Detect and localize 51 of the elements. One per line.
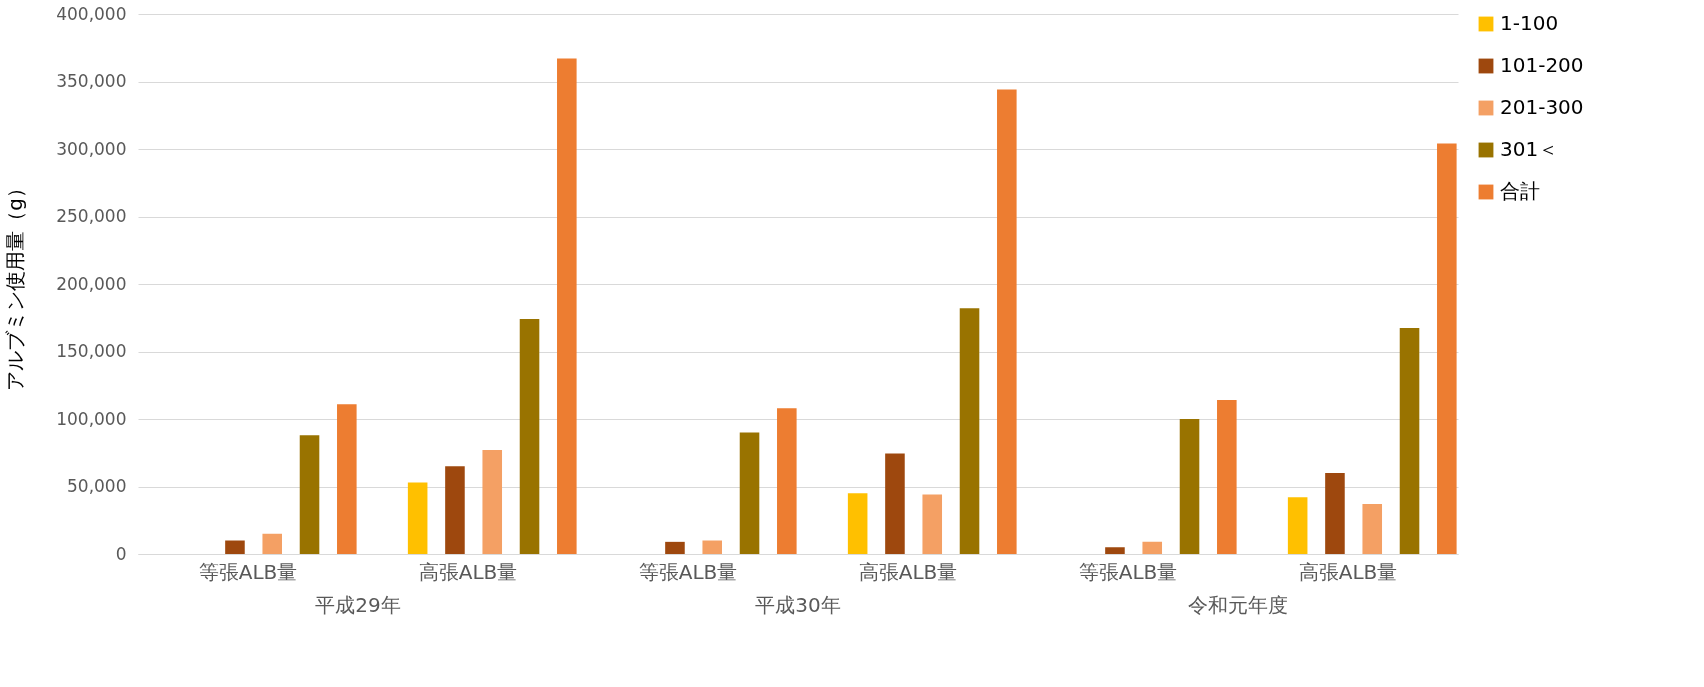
bar bbox=[299, 435, 320, 554]
bar bbox=[777, 408, 797, 554]
bar bbox=[739, 432, 760, 554]
legend-label: 合計 bbox=[1500, 179, 1540, 203]
y-tick-label: 150,000 bbox=[56, 341, 127, 361]
y-tick-label: 0 bbox=[115, 543, 127, 564]
y-axis-title: アルブミン使用量（g） bbox=[3, 178, 28, 391]
bar bbox=[1179, 419, 1200, 554]
x-tick-label: 等張ALB量 bbox=[198, 559, 298, 584]
bar bbox=[1105, 547, 1125, 554]
legend-label: 201-300 bbox=[1500, 95, 1584, 119]
y-tick-label: 200,000 bbox=[56, 273, 127, 294]
y-tick-label: 50,000 bbox=[67, 476, 127, 496]
bar bbox=[1142, 541, 1163, 554]
bar bbox=[847, 493, 868, 554]
legend-label: 301＜ bbox=[1500, 137, 1559, 161]
bar bbox=[407, 482, 428, 554]
y-tick-label: 400,000 bbox=[56, 3, 127, 24]
x-tick-label: 高張ALB量 bbox=[1298, 559, 1398, 584]
bar bbox=[1287, 497, 1308, 554]
y-tick-label: 250,000 bbox=[56, 206, 127, 226]
y-tick-label: 300,000 bbox=[56, 138, 127, 159]
bar bbox=[225, 540, 245, 554]
bar bbox=[997, 89, 1017, 554]
bar bbox=[1437, 143, 1457, 554]
bar bbox=[557, 58, 577, 554]
bar bbox=[482, 450, 503, 554]
bar bbox=[885, 453, 905, 554]
bar bbox=[959, 308, 980, 554]
bar bbox=[262, 533, 283, 554]
bar bbox=[1362, 504, 1383, 554]
bar bbox=[1399, 327, 1420, 554]
text: 平成29年 bbox=[315, 593, 401, 617]
x-tick-label: 高張ALB量 bbox=[858, 559, 958, 584]
x-tick-label: 等張ALB量 bbox=[1078, 559, 1178, 584]
bar bbox=[445, 466, 465, 554]
legend-label: 1-100 bbox=[1500, 11, 1559, 35]
text: 令和元年度 bbox=[1188, 593, 1288, 617]
bar bbox=[337, 404, 357, 554]
y-tick-label: 350,000 bbox=[56, 71, 127, 91]
y-tick-label: 100,000 bbox=[56, 408, 127, 429]
x-tick-label: 等張ALB量 bbox=[638, 559, 738, 584]
legend-label: 101-200 bbox=[1500, 53, 1584, 77]
text: 平成30年 bbox=[755, 593, 841, 617]
bar bbox=[1325, 473, 1345, 554]
bar bbox=[665, 541, 685, 554]
bar bbox=[1217, 400, 1237, 554]
bar bbox=[702, 540, 723, 554]
bar bbox=[519, 319, 540, 554]
x-tick-label: 高張ALB量 bbox=[418, 559, 518, 584]
bar bbox=[922, 494, 943, 554]
